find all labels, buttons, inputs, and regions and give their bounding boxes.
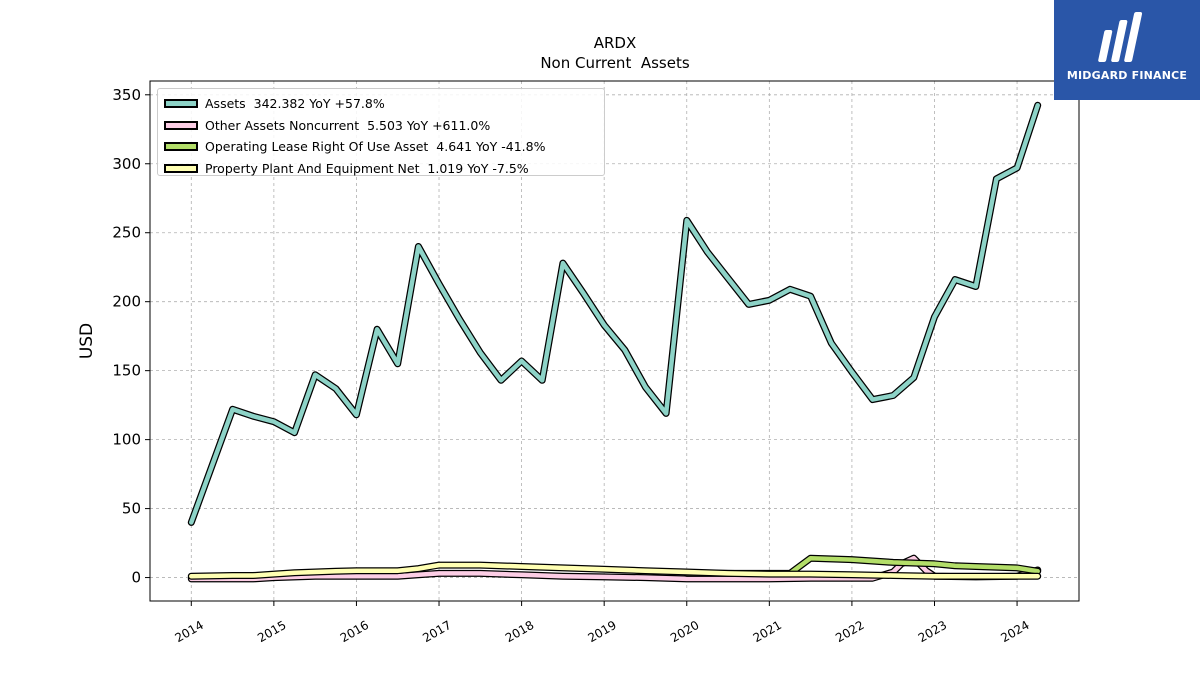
x-tick-label: 2017 (420, 618, 453, 645)
x-tick-label: 2016 (338, 618, 371, 645)
x-tick-label: 2015 (255, 618, 288, 645)
y-axis-label: USD (77, 323, 97, 359)
x-tick-label: 2018 (503, 618, 536, 645)
x-tick-label: 2022 (833, 618, 866, 645)
x-tick-label: 2019 (585, 618, 618, 645)
series-4-line (187, 561, 1042, 580)
y-tick-label: 50 (122, 500, 141, 518)
y-tick-label: 0 (131, 569, 141, 587)
legend-item: Property Plant And Equipment Net 1.019 Y… (164, 158, 604, 180)
legend-item: Operating Lease Right Of Use Asset 4.641… (164, 136, 604, 158)
y-tick-label: 350 (112, 86, 141, 104)
series-stroke (189, 562, 1040, 579)
legend-swatch (164, 120, 198, 130)
legend-swatch (164, 99, 198, 109)
legend-label: Other Assets Noncurrent 5.503 YoY +611.0… (205, 117, 491, 133)
midgard-finance-logo: MIDGARD FINANCE (1054, 0, 1200, 100)
logo-text: MIDGARD FINANCE (1066, 69, 1188, 82)
legend-swatch (164, 142, 198, 152)
midgard-logo-icon (1098, 12, 1143, 62)
y-tick-label: 100 (112, 431, 141, 449)
plot-frame (149, 80, 1080, 602)
legend-label: Assets 342.382 YoY +57.8% (205, 96, 385, 112)
series-stroke (189, 103, 1040, 525)
x-tick-label: 2024 (998, 618, 1031, 645)
x-tick-label: 2021 (751, 618, 784, 645)
y-tick-label: 250 (112, 224, 141, 242)
x-tick-label: 2014 (173, 618, 206, 645)
x-tick-label: 2023 (916, 618, 949, 645)
legend-item: Other Assets Noncurrent 5.503 YoY +611.0… (164, 115, 604, 137)
chart-legend: Assets 342.382 YoY +57.8% Other Assets No… (157, 88, 605, 176)
series-lines (187, 101, 1042, 583)
legend-swatch (164, 163, 198, 173)
chart-title: ARDX (594, 34, 637, 52)
legend-label: Property Plant And Equipment Net 1.019 Y… (205, 160, 529, 176)
y-axis-ticks: 0 50 100 150 200 250 300 350 (112, 86, 150, 587)
y-tick-label: 300 (112, 155, 141, 173)
y-tick-label: 150 (112, 362, 141, 380)
y-tick-label: 200 (112, 293, 141, 311)
series-1-line (187, 101, 1042, 526)
chart-subtitle: Non Current Assets (540, 54, 690, 72)
legend-label: Operating Lease Right Of Use Asset 4.641… (205, 139, 546, 155)
x-tick-label: 2020 (668, 618, 701, 645)
legend-item: Assets 342.382 YoY +57.8% (164, 93, 604, 115)
x-axis-ticks: 2014 2015 2016 2017 2018 2019 2020 2021 2022 2023… (173, 601, 1032, 645)
